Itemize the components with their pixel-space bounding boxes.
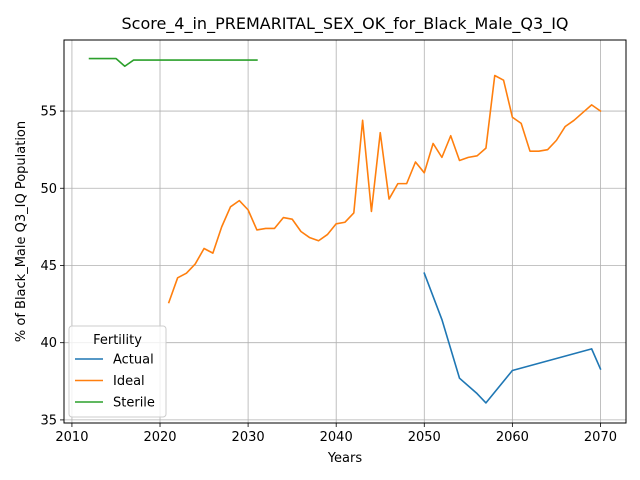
- x-tick-label: 2050: [408, 430, 441, 445]
- x-tick-label: 2060: [496, 430, 529, 445]
- legend-title: Fertility: [93, 333, 142, 348]
- plot-frame: [63, 39, 627, 424]
- y-tick-label: 45: [40, 259, 57, 274]
- x-axis-ticks: 2010 2020 2030 2040 2050 2060 2070: [55, 423, 617, 445]
- y-axis-label: % of Black_Male Q3_IQ Population: [14, 121, 29, 342]
- legend-label-ideal: Ideal: [113, 374, 145, 389]
- y-tick-label: 55: [40, 105, 57, 120]
- x-tick-label: 2020: [143, 430, 176, 445]
- series-line-sterile: [88, 57, 258, 68]
- y-tick-label: 40: [40, 336, 57, 351]
- x-axis-label: Years: [327, 451, 363, 466]
- x-tick-label: 2070: [584, 430, 617, 445]
- y-axis-ticks: 35 40 45 50 55: [40, 105, 64, 428]
- series-layer: [88, 57, 602, 404]
- y-tick-label: 35: [40, 413, 57, 428]
- x-tick-label: 2040: [320, 430, 353, 445]
- series-line-actual: [423, 272, 602, 404]
- legend-box: [68, 325, 167, 418]
- legend-label-sterile: Sterile: [113, 396, 155, 411]
- legend-label-actual: Actual: [113, 353, 154, 368]
- chart-title: Score_4_in_PREMARITAL_SEX_OK_for_Black_M…: [121, 14, 568, 34]
- x-tick-label: 2030: [232, 430, 265, 445]
- series-line-ideal: [167, 74, 602, 304]
- legend: Fertility Actual Ideal Sterile: [68, 325, 167, 418]
- y-tick-label: 50: [40, 182, 57, 197]
- x-tick-label: 2010: [55, 430, 88, 445]
